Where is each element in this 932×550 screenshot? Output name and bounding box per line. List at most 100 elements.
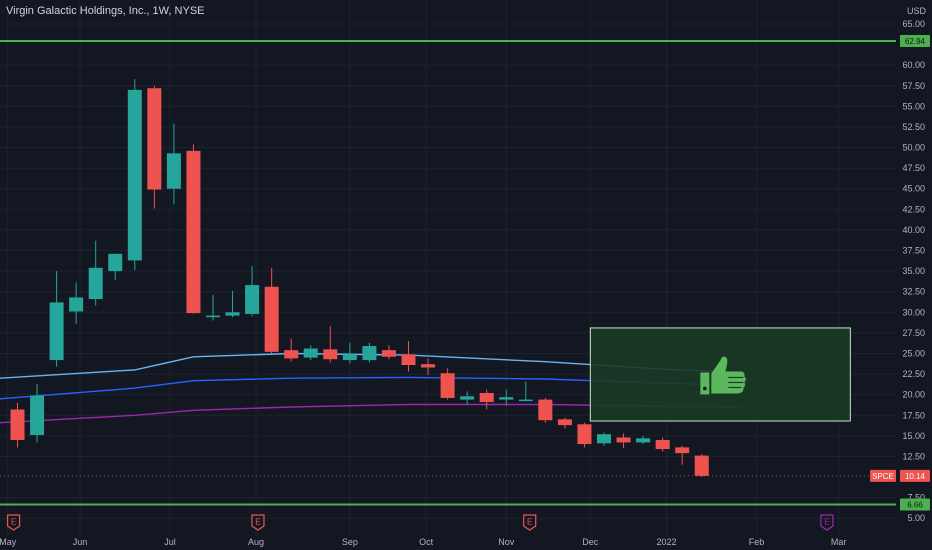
level-price-tag: 62.94	[905, 37, 926, 46]
earnings-badge-shape	[820, 514, 834, 531]
earnings-letter: E	[824, 518, 829, 527]
candle-body	[108, 253, 123, 272]
price-tick-label: 65.00	[902, 19, 925, 29]
earnings-letter: E	[527, 518, 532, 527]
chart-title: Virgin Galactic Holdings, Inc., 1W, NYSE	[6, 5, 205, 17]
candle-body	[538, 399, 553, 421]
candle-body	[694, 455, 709, 476]
candle-body	[381, 350, 396, 357]
candle-body	[636, 438, 651, 443]
earnings-badge-shape	[523, 514, 537, 531]
price-tick-label: 55.00	[902, 101, 925, 111]
candle-body	[303, 348, 318, 358]
candle-body	[362, 346, 377, 361]
candle-body	[264, 286, 279, 352]
price-tick-label: 60.00	[902, 60, 925, 70]
candle-body	[518, 399, 533, 402]
time-tick-label: Jun	[73, 537, 88, 547]
candle	[166, 123, 181, 205]
candle	[108, 253, 123, 281]
candle-body	[147, 88, 162, 190]
candle-body	[597, 434, 611, 444]
candle-body	[10, 409, 25, 440]
earnings-badge-shape	[6, 514, 21, 531]
time-tick-label: May	[0, 537, 17, 547]
candle	[323, 326, 338, 363]
candle-body	[655, 439, 670, 450]
candle-body	[557, 419, 572, 426]
candle	[401, 341, 416, 372]
last-price-tag-bg	[900, 469, 930, 482]
candle	[655, 437, 670, 452]
candle	[675, 445, 690, 465]
candle	[30, 383, 45, 443]
earnings-icon[interactable]: E	[820, 514, 834, 531]
candle	[479, 389, 494, 410]
price-tick-label: 42.50	[902, 204, 925, 214]
candle-body	[225, 312, 240, 316]
candle-body	[284, 350, 299, 359]
candle	[127, 79, 142, 271]
time-tick-label: Sep	[342, 537, 358, 547]
price-tick-label: 15.00	[902, 431, 925, 441]
candle	[440, 368, 455, 400]
thumbs-up-icon	[700, 356, 746, 395]
price-tick-label: 22.50	[902, 369, 925, 379]
highlight-box[interactable]	[589, 327, 851, 422]
earnings-badge-shape	[251, 514, 265, 531]
candle	[88, 240, 103, 306]
candle	[264, 267, 279, 354]
price-tick-label: 20.00	[902, 390, 925, 400]
price-tick-label: 5.00	[907, 513, 925, 523]
candle-body	[30, 395, 45, 436]
candle-body	[460, 396, 475, 400]
price-tick-label: 12.50	[902, 451, 925, 461]
earnings-icon[interactable]: E	[6, 514, 21, 531]
price-tick-label: 17.50	[902, 410, 925, 420]
candle-body	[69, 297, 84, 312]
candle-body	[245, 285, 260, 314]
candle-body	[186, 150, 201, 314]
symbol-tag: SPCE	[872, 472, 894, 481]
price-axis[interactable]: 5.00 7.50 12.50 15.00 17.50 20.00 22.50 25.00 27…	[870, 19, 930, 523]
candle-body	[166, 153, 181, 189]
thumb-hand	[711, 356, 746, 394]
candle	[245, 266, 260, 317]
symbol-tag-bg	[870, 469, 896, 482]
grid-lines	[0, 0, 896, 536]
candle	[518, 381, 533, 402]
candle	[206, 294, 220, 321]
time-axis[interactable]: May Jun Jul Aug Sep Oct Nov Dec 2022 Feb Mar	[0, 537, 846, 547]
candle	[421, 358, 436, 375]
candle-body	[479, 393, 494, 403]
earnings-icon[interactable]: E	[251, 514, 265, 531]
time-tick-label: Jul	[164, 537, 176, 547]
price-tick-label: 57.50	[902, 81, 925, 91]
time-tick-label: Dec	[582, 537, 599, 547]
candle	[694, 453, 709, 478]
level-price-tag-bg	[900, 498, 930, 511]
horizontal-lines[interactable]	[0, 39, 896, 506]
price-tick-label: 30.00	[902, 307, 925, 317]
earnings-letter: E	[11, 518, 16, 527]
price-tick-label: 32.50	[902, 287, 925, 297]
candle	[577, 422, 592, 448]
time-tick-label: Feb	[749, 537, 765, 547]
candle	[557, 417, 572, 429]
price-tick-label: 25.00	[902, 348, 925, 358]
thumb-cuff	[700, 372, 710, 395]
candle	[49, 271, 64, 367]
earnings-letter: E	[255, 518, 260, 527]
price-tick-label: 50.00	[902, 143, 925, 153]
last-price-tag: 10.14	[905, 472, 926, 481]
price-tick-label: 7.50	[907, 493, 925, 503]
earnings-icon[interactable]: E	[523, 514, 537, 531]
candle-body	[401, 354, 416, 366]
candle-body	[127, 89, 142, 261]
price-tick-label: 40.00	[902, 225, 925, 235]
currency-label: USD	[907, 6, 926, 16]
thumb-cuff-button	[703, 386, 707, 391]
